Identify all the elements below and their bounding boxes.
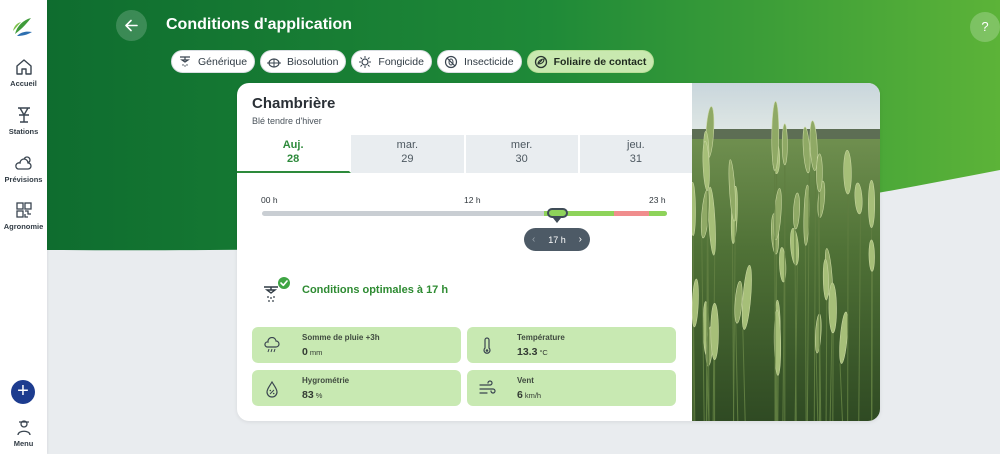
help-button[interactable]: ? — [970, 12, 1000, 42]
tab-day-today[interactable]: Auj. 28 — [237, 135, 352, 173]
metric-humidity: Hygrométrie 83% — [252, 370, 461, 406]
metric-number: 83 — [302, 389, 314, 401]
metric-label: Somme de pluie +3h — [302, 333, 380, 342]
day-number: 28 — [287, 153, 300, 165]
timeline-segment-optimal — [543, 211, 615, 216]
thermometer-icon — [483, 337, 491, 354]
product-type-chips: Générique Biosolution Fongicide Insectic… — [171, 50, 655, 73]
fungus-icon — [359, 55, 372, 68]
sprayer-check-icon — [264, 277, 290, 302]
day-tabs: Auj. 28 mar. 29 mer. 30 jeu. 31 — [237, 135, 692, 173]
add-button[interactable]: + — [11, 380, 35, 404]
brand-logo-icon[interactable] — [11, 14, 35, 38]
timeline-segment-optimal — [649, 211, 667, 216]
metric-temperature: Température 13.3 °C — [467, 327, 676, 363]
menu-label: Menu — [13, 439, 34, 448]
metric-number: 13.3 — [517, 346, 538, 358]
chip-foliaire-de-contact[interactable]: Foliaire de contact — [526, 50, 655, 73]
leaf-contact-icon — [534, 55, 547, 68]
metric-unit: mm — [309, 348, 323, 357]
metric-value: 0 mm — [302, 346, 322, 358]
station-icon — [17, 107, 30, 123]
selected-hour: 17 h — [548, 234, 566, 245]
day-name: Auj. — [282, 139, 304, 151]
day-number: 31 — [629, 153, 642, 165]
timeline-handle-pointer — [553, 218, 561, 223]
wind-icon — [479, 380, 496, 394]
sidebar: Accueil Stations Prévisions Agronomie + … — [0, 0, 47, 454]
hour-timeline[interactable] — [262, 211, 667, 216]
metric-rain: Somme de pluie +3h 0 mm — [252, 327, 461, 363]
timeline-handle[interactable] — [547, 208, 568, 218]
conditions-card: Chambrière Blé tendre d'hiver Auj. 28 ma… — [237, 83, 880, 421]
sidebar-item-stations[interactable]: Stations — [0, 106, 47, 136]
chip-insecticide[interactable]: Insecticide — [436, 50, 522, 73]
metric-wind: Vent 6 km/h — [467, 370, 676, 406]
back-button[interactable] — [116, 10, 147, 41]
chip-label: Foliaire de contact — [553, 55, 647, 68]
timeline-segment-unfavorable — [614, 211, 650, 216]
sprayer-icon — [180, 55, 190, 67]
rain-cloud-icon — [264, 337, 280, 353]
farmer-avatar-icon — [16, 420, 31, 436]
metric-unit: °C — [539, 348, 548, 357]
conditions-panel: Chambrière Blé tendre d'hiver Auj. 28 ma… — [237, 83, 692, 421]
previous-hour-button[interactable]: ‹ — [532, 234, 536, 245]
page-title: Conditions d'application — [166, 16, 353, 33]
hour-label-start: 00 h — [261, 195, 278, 205]
humidity-icon — [266, 380, 278, 398]
bug-icon — [267, 57, 282, 68]
sidebar-item-label: Prévisions — [4, 175, 43, 184]
next-hour-button[interactable]: › — [578, 234, 582, 245]
sidebar-item-previsions[interactable]: Prévisions — [0, 154, 47, 184]
sidebar-item-label: Agronomie — [3, 222, 44, 231]
hour-selector: ‹ 17 h › — [524, 228, 590, 251]
field-name: Chambrière — [252, 95, 336, 112]
tab-day-wednesday[interactable]: mer. 30 — [465, 135, 580, 173]
crop-photo — [692, 83, 880, 421]
metric-value: 6 km/h — [517, 389, 541, 401]
day-number: 30 — [515, 153, 528, 165]
day-name: mar. — [396, 139, 419, 151]
sidebar-item-label: Stations — [8, 127, 39, 136]
sidebar-item-menu[interactable]: Menu — [0, 418, 47, 448]
metric-value: 13.3 °C — [517, 346, 548, 358]
sidebar-item-accueil[interactable]: Accueil — [0, 58, 47, 88]
chip-fongicide[interactable]: Fongicide — [351, 50, 432, 73]
hour-label-mid: 12 h — [464, 195, 481, 205]
chip-label: Biosolution — [287, 55, 339, 68]
tab-day-thursday[interactable]: jeu. 31 — [579, 135, 692, 173]
weather-icon — [14, 156, 32, 170]
day-number: 29 — [401, 153, 414, 165]
chip-label: Générique — [198, 55, 248, 68]
day-name: mer. — [510, 139, 533, 151]
tab-day-tuesday[interactable]: mar. 29 — [351, 135, 466, 173]
metric-number: 6 — [517, 389, 523, 401]
metric-label: Hygrométrie — [302, 376, 350, 385]
metric-value: 83% — [302, 389, 322, 401]
insect-crossed-icon — [444, 55, 458, 68]
arrow-left-icon — [125, 19, 138, 32]
home-icon — [15, 59, 32, 75]
sidebar-item-label: Accueil — [10, 79, 37, 88]
chip-label: Fongicide — [378, 55, 424, 68]
chip-generique[interactable]: Générique — [171, 50, 256, 73]
chip-biosolution[interactable]: Biosolution — [260, 50, 347, 73]
crop-name: Blé tendre d'hiver — [252, 116, 322, 126]
metric-unit: % — [315, 391, 323, 400]
metric-label: Vent — [517, 376, 534, 385]
metric-number: 0 — [302, 346, 308, 358]
sidebar-item-agronomie[interactable]: Agronomie — [0, 201, 47, 231]
conditions-status: Conditions optimales à 17 h — [302, 284, 449, 296]
day-name: jeu. — [627, 139, 645, 151]
hour-label-end: 23 h — [649, 195, 666, 205]
metric-unit: km/h — [524, 391, 542, 400]
metric-label: Température — [517, 333, 565, 342]
agronomy-icon — [15, 202, 32, 218]
chip-label: Insecticide — [463, 55, 514, 68]
